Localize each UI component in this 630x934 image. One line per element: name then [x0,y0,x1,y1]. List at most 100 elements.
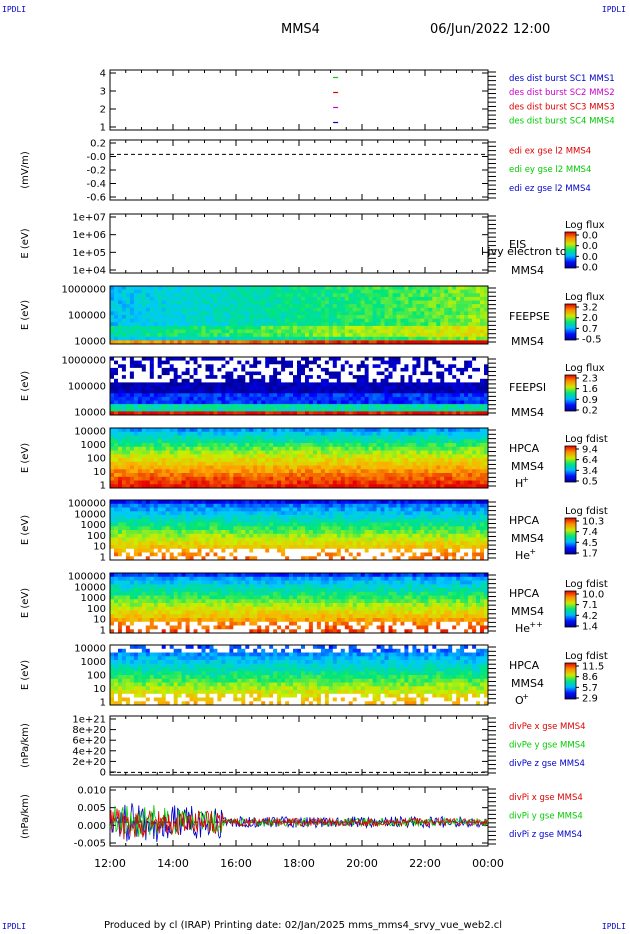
heatmap-cell [328,322,334,327]
heatmap-cell [185,411,190,416]
heatmap-cell [121,318,127,323]
heatmap-cell [420,431,425,436]
heatmap-cell [348,431,354,436]
heatmap-cell [221,454,226,459]
heatmap-cell [432,458,437,463]
heatmap-cell [277,357,282,361]
heatmap-cell [225,360,230,365]
heatmap-cell [301,389,306,394]
heatmap-cell [277,364,282,369]
heatmap-cell [468,443,473,448]
heatmap-cell [384,360,389,365]
heatmap-cell [312,396,318,401]
heatmap-cell [368,364,373,369]
heatmap-cell [336,318,342,323]
heatmap-cell [432,446,437,451]
heatmap-cell [169,431,175,436]
heatmap-cell [344,461,350,466]
heatmap-cell [141,404,147,409]
heatmap-cell [424,378,429,383]
heatmap-cell [213,446,218,451]
heatmap-cell [245,375,250,380]
heatmap-cell [468,296,473,301]
heatmap-cell [308,446,314,451]
heatmap-cell [452,411,457,416]
heatmap-cell [201,446,206,451]
colorbar [564,374,577,412]
heatmap-cell [392,454,397,459]
heatmap-cell [360,289,366,294]
heatmap-cell [145,293,151,298]
heatmap-cell [308,357,314,361]
heatmap-cell [388,439,393,444]
heatmap-cell [297,435,302,440]
heatmap-cell [201,364,206,369]
heatmap-cell [400,315,405,319]
heatmap-cell [245,431,250,436]
heatmap-cell [408,473,413,478]
heatmap-cell [364,325,370,330]
heatmap-cell [213,364,218,369]
heatmap-cell [201,336,206,341]
heatmap-cell [380,367,385,372]
heatmap-cell [213,454,218,459]
heatmap-cell [297,371,302,376]
heatmap-cell [360,375,366,380]
heatmap-cell [352,454,358,459]
heatmap-cell [440,461,445,466]
heatmap-cell [305,386,310,390]
heatmap-cell [285,404,290,409]
heatmap-cell [372,378,377,383]
heatmap-cell [277,407,282,412]
heatmap-cell [476,382,481,387]
heatmap-cell [233,307,238,312]
heatmap-cell [217,300,222,305]
heatmap-cell [428,311,433,316]
heatmap-cell [301,465,306,470]
heatmap-cell [213,375,218,380]
heatmap-cell [265,311,270,316]
heatmap-cell [428,461,433,466]
heatmap-cell [352,407,358,412]
colorbar-tick-label: 0.0 [582,252,598,263]
heatmap-cell [420,411,425,416]
heatmap-cell [372,404,377,409]
heatmap-cell [388,360,393,365]
heatmap-cell [245,435,250,440]
heatmap-cell [452,300,457,305]
heatmap-cell [137,411,143,416]
heatmap-cell [336,315,342,319]
heatmap-cell [297,450,302,455]
heatmap-cell [400,296,405,301]
heatmap-cell [468,469,473,474]
heatmap-cell [201,329,206,334]
heatmap-cell [177,378,182,383]
heatmap-cell [400,411,405,416]
heatmap-cell [380,480,385,485]
heatmap-cell [364,411,370,416]
heatmap-cell [289,461,294,466]
heatmap-cell [428,428,433,433]
heatmap-cell [305,322,310,327]
heatmap-cell [424,461,429,466]
heatmap-cell [217,322,222,327]
corner-mark-top-left: IPDLI [2,5,27,14]
heatmap-cell [301,400,306,405]
heatmap-cell [388,465,393,470]
heatmap-cell [177,364,182,369]
heatmap-cell [308,311,314,316]
heatmap-cell [408,454,413,459]
heatmap-cell [149,357,155,361]
heatmap-cell [201,469,206,474]
heatmap-cell [356,400,362,405]
heatmap-cell [245,428,250,433]
heatmap-cell [133,458,139,463]
heatmap-cell [348,480,354,485]
heatmap-cell [444,336,449,341]
heatmap-cell [137,315,143,319]
heatmap-cell [213,458,218,463]
heatmap-cell [336,386,342,390]
heatmap-cell [364,333,370,338]
heatmap-cell [484,371,489,376]
heatmap-cell [201,311,206,316]
